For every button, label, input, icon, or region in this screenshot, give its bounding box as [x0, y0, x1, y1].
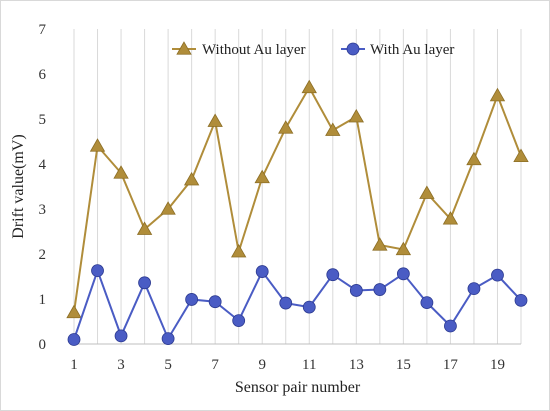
data-point: [138, 276, 151, 290]
x-tick-label: 1: [70, 357, 78, 373]
y-tick-label: 3: [39, 202, 47, 218]
triangle-marker-icon: [176, 41, 192, 55]
data-point: [514, 293, 528, 307]
data-point: [466, 151, 482, 166]
legend-label: With Au layer: [370, 42, 454, 58]
data-point: [396, 267, 410, 281]
data-point: [420, 296, 434, 310]
circle-marker-icon: [346, 42, 360, 56]
y-tick-label: 7: [39, 22, 47, 38]
x-axis-title: Sensor pair number: [235, 379, 361, 396]
data-point: [513, 148, 529, 163]
gridlines: [73, 29, 522, 344]
y-tick-label: 4: [39, 157, 47, 173]
data-point: [230, 243, 247, 258]
data-point: [325, 122, 341, 136]
data-point: [66, 304, 82, 319]
series-with-au-layer: [67, 264, 528, 346]
data-point: [278, 120, 294, 134]
x-tick-label: 7: [211, 357, 219, 373]
data-point: [114, 329, 128, 343]
data-point: [302, 300, 316, 314]
data-point: [160, 201, 176, 215]
series-group: [66, 79, 529, 346]
x-tick-label: 17: [443, 357, 459, 373]
data-point: [372, 237, 388, 251]
data-point: [91, 264, 104, 278]
data-point: [419, 185, 435, 199]
y-tick-label: 0: [39, 337, 47, 353]
x-tick-label: 13: [349, 357, 364, 373]
data-point: [373, 283, 387, 296]
x-tick-label: 9: [258, 357, 266, 373]
y-tick-label: 2: [39, 247, 47, 263]
data-point: [113, 165, 129, 179]
data-point: [326, 268, 340, 282]
data-point: [254, 169, 270, 184]
data-point: [67, 333, 81, 346]
data-point: [348, 108, 365, 123]
legend-label: Without Au layer: [202, 42, 306, 58]
data-point: [185, 293, 199, 306]
data-point: [279, 296, 293, 310]
y-tick-label: 1: [39, 292, 47, 308]
data-point: [301, 79, 317, 94]
y-tick-label: 6: [39, 67, 47, 83]
data-point: [136, 221, 153, 235]
data-point: [255, 265, 269, 278]
x-tick-label: 19: [490, 357, 505, 373]
legend-item: Without Au layer: [172, 41, 306, 58]
legend-item: With Au layer: [341, 42, 454, 58]
data-point: [232, 314, 246, 328]
x-tick-label: 3: [117, 357, 125, 373]
data-point: [183, 171, 200, 186]
data-point: [349, 284, 363, 297]
x-tick-label: 15: [396, 357, 411, 373]
series-line: [73, 85, 522, 313]
legend: Without Au layer With Au layer: [172, 41, 454, 58]
data-point: [467, 282, 481, 296]
y-tick-label: 5: [39, 112, 47, 128]
data-point: [444, 319, 457, 333]
data-point: [89, 138, 106, 152]
data-point: [207, 113, 223, 127]
data-point: [442, 211, 459, 225]
data-point: [395, 241, 412, 256]
series-without-au-layer: [66, 79, 529, 319]
y-axis-title: Drift value(mV): [10, 134, 27, 238]
data-point: [489, 87, 506, 102]
data-point: [491, 268, 504, 282]
data-point: [161, 332, 175, 346]
data-point: [208, 295, 222, 309]
x-tick-label: 11: [302, 357, 316, 373]
x-tick-label: 5: [164, 357, 172, 373]
